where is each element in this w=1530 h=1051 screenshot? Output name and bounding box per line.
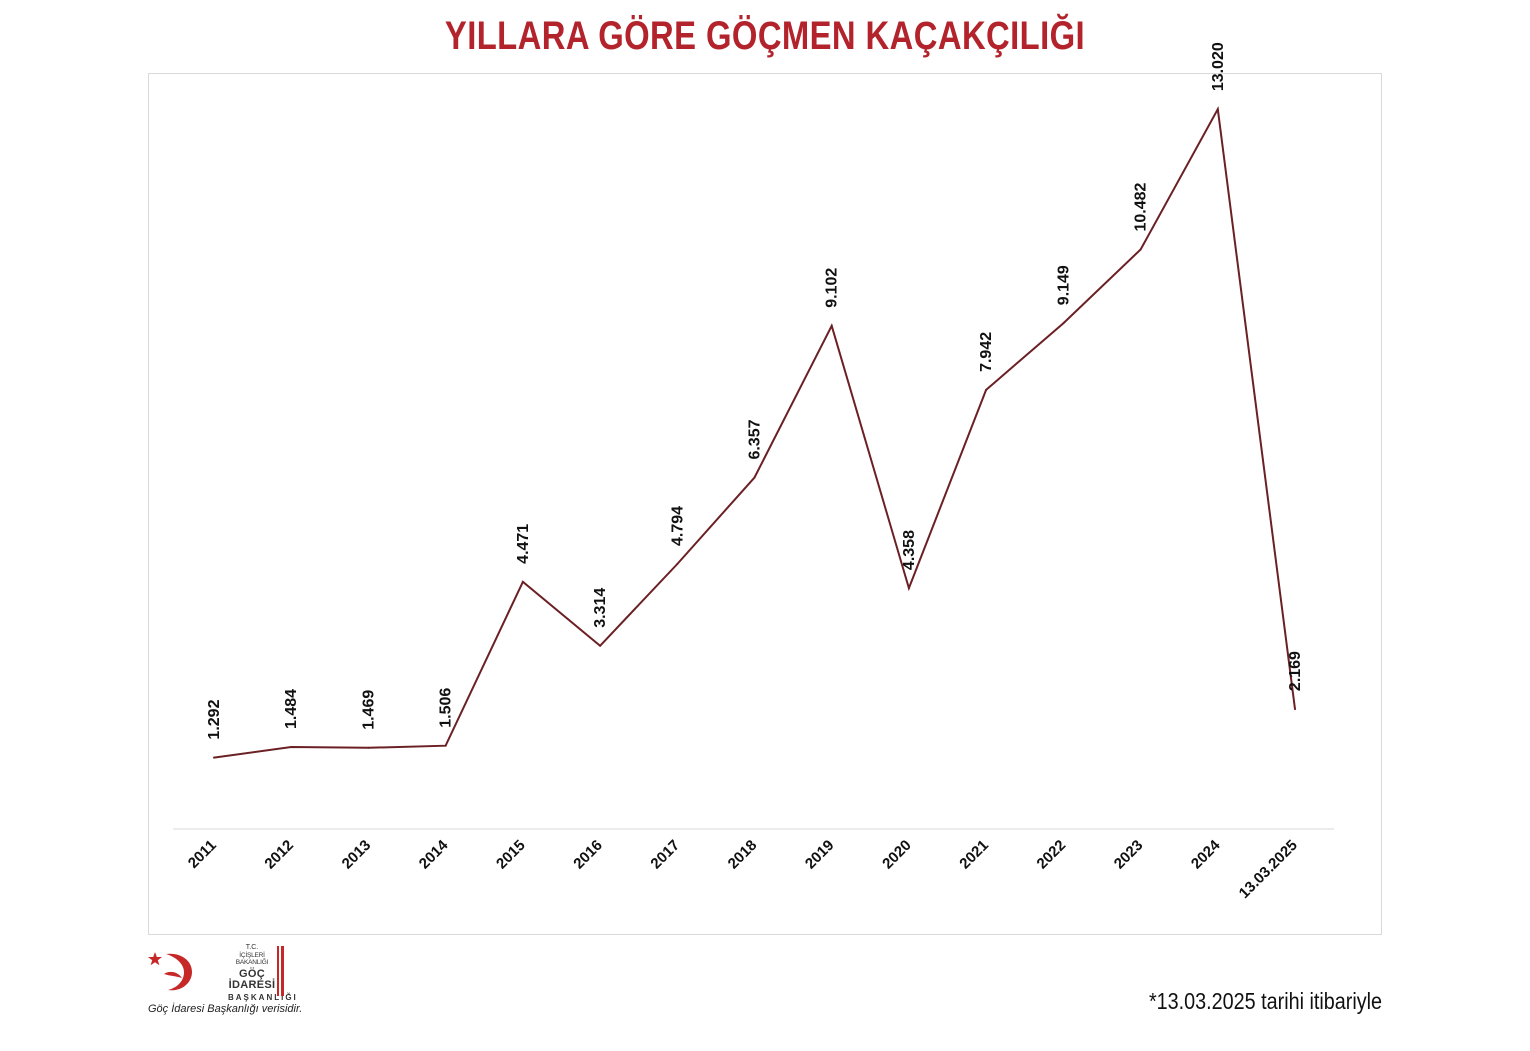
data-point (1216, 108, 1219, 111)
data-label: 3.314 (592, 588, 609, 628)
chart-title: YILLARA GÖRE GÖÇMEN KAÇAKÇILIĞI (444, 14, 1086, 58)
data-label: 4.358 (901, 530, 918, 570)
x-tick-label: 2023 (1111, 837, 1147, 873)
data-point (367, 746, 370, 749)
goc-idaresi-logo (148, 952, 192, 991)
chart-frame (148, 73, 1382, 935)
data-point (676, 562, 679, 565)
data-point (830, 324, 833, 327)
logo-text: T.C. İÇİŞLERİ BAKANLIĞI GÖÇ İDARESİ BAŞK… (228, 944, 298, 1002)
data-label: 9.102 (824, 268, 841, 308)
data-point (1062, 322, 1065, 325)
x-tick-label: 2021 (956, 837, 992, 873)
data-label: 2.169 (1287, 651, 1304, 691)
data-label: 1.484 (283, 689, 300, 729)
data-label: 1.469 (360, 690, 377, 730)
data-label: 10.482 (1133, 182, 1150, 231)
data-point (753, 476, 756, 479)
crescent-bird-icon (166, 953, 192, 991)
logo-org-2: BAŞKANLIĞI (228, 993, 298, 1002)
logo-bar (281, 946, 284, 996)
data-point (213, 756, 215, 759)
data-point (290, 745, 293, 748)
data-label: 13.020 (1210, 42, 1227, 91)
x-tick-label: 2020 (879, 837, 915, 873)
data-point (1139, 248, 1142, 251)
x-tick-label: 2011 (185, 837, 220, 872)
data-point (599, 644, 602, 647)
footnote: *13.03.2025 tarihi itibariyle (1148, 988, 1382, 1014)
x-tick-label: 2016 (570, 837, 606, 873)
data-label: 7.942 (978, 332, 995, 372)
data-point (907, 587, 910, 590)
x-tick-label: 2015 (493, 837, 529, 873)
logo-org: GÖÇ İDARESİ (228, 968, 276, 991)
x-tick-label: 2017 (647, 837, 683, 873)
star-icon (148, 952, 162, 966)
x-tick-label: 2018 (725, 837, 761, 873)
x-tick-label: 2024 (1188, 836, 1224, 872)
data-point (521, 580, 524, 583)
data-label: 6.357 (747, 419, 764, 459)
data-label: 4.794 (669, 506, 686, 546)
data-label: 9.149 (1055, 265, 1072, 305)
logo-ministry: İÇİŞLERİ BAKANLIĞI (235, 952, 269, 966)
data-point (1294, 708, 1296, 711)
x-tick-label: 2013 (339, 837, 375, 873)
data-point (444, 744, 447, 747)
x-tick-label: 2019 (802, 837, 838, 873)
logo-tc: T.C. (245, 944, 259, 951)
data-point (985, 388, 988, 391)
data-label: 1.292 (206, 699, 223, 739)
x-tick-label: 13.03.2025 (1236, 837, 1301, 902)
x-tick-label: 2014 (416, 836, 452, 872)
data-label: 4.471 (515, 524, 532, 564)
source-note: Göç İdaresi Başkanlığı verisidir. (148, 1003, 303, 1015)
logo-bar (277, 946, 279, 996)
x-tick-label: 2022 (1034, 837, 1070, 873)
x-tick-label: 2012 (261, 837, 297, 873)
data-label: 1.506 (438, 688, 455, 728)
